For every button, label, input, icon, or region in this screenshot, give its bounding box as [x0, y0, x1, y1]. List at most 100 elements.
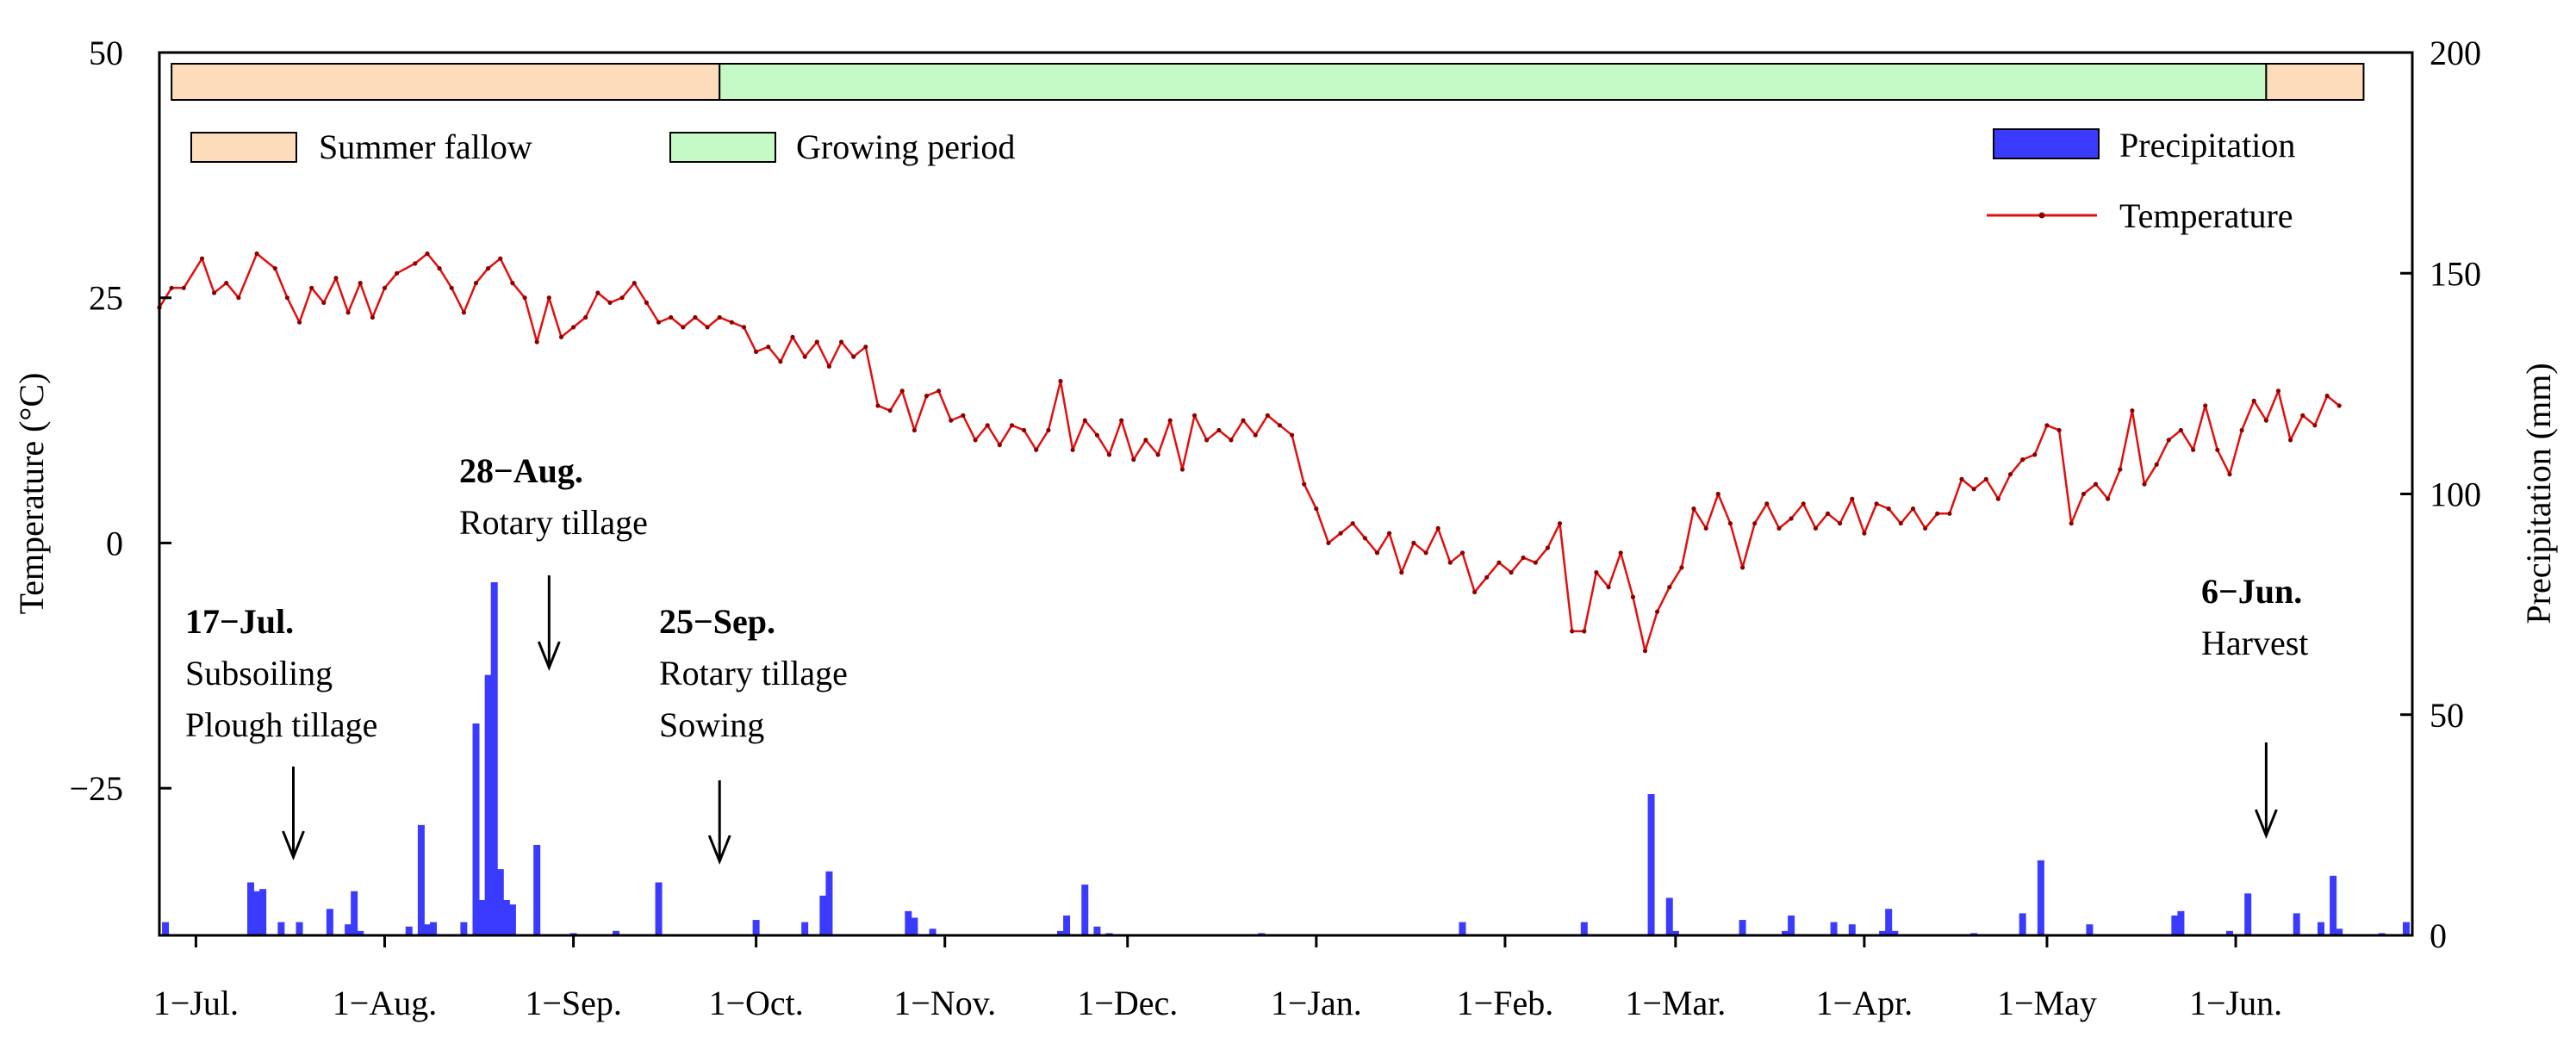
temperature-point-70: [1022, 427, 1027, 433]
temperature-point-2: [169, 285, 174, 290]
x-tick-label-11: 1−May: [1997, 984, 2097, 1022]
precipitation-bar-10: [357, 930, 364, 935]
precipitation-bar-32: [911, 917, 918, 935]
temperature-point-12: [309, 285, 314, 290]
annotation-arrow-head-4: [2254, 809, 2278, 840]
temperature-point-62: [924, 394, 930, 399]
temperature-point-106: [1459, 550, 1465, 556]
temperature-point-103: [1423, 550, 1428, 556]
temperature-point-49: [766, 345, 771, 350]
temperature-point-113: [1545, 545, 1550, 550]
temperature-point-54: [826, 363, 832, 369]
right-tick-label-3: 100: [2430, 475, 2481, 514]
right-axis-title: Precipitation (mm): [2519, 363, 2558, 624]
precipitation-bar-43: [1665, 897, 1673, 935]
temperature-point-68: [997, 443, 1002, 448]
temperature-point-76: [1094, 432, 1099, 438]
temperature-point-156: [2069, 521, 2074, 526]
temperature-point-34: [583, 314, 588, 320]
left-tick-label-3: 0: [106, 524, 123, 562]
temperature-point-17: [370, 314, 375, 320]
temperature-point-127: [1715, 491, 1720, 497]
temperature-point-61: [912, 427, 917, 433]
temperature-point-63: [936, 388, 942, 394]
temperature-point-158: [2093, 481, 2099, 487]
temperature-point-10: [284, 295, 289, 301]
temperature-point-176: [2312, 423, 2318, 428]
annotation-text-4-1: Harvest: [2201, 624, 2308, 662]
temperature-point-117: [1594, 570, 1599, 575]
precipitation-bar-42: [1647, 794, 1655, 935]
precipitation-bar-19: [490, 582, 498, 935]
annotation-arrow-head-2: [537, 641, 561, 672]
precipitation-bar-50: [1879, 930, 1887, 935]
temperature-point-136: [1825, 511, 1831, 516]
temperature-point-109: [1496, 560, 1502, 565]
annotation-date-4: 6−Jun.: [2201, 572, 2302, 611]
temperature-point-124: [1679, 565, 1684, 570]
temperature-point-150: [1995, 496, 2000, 501]
temperature-point-78: [1119, 418, 1124, 423]
temperature-point-154: [2044, 423, 2050, 428]
temperature-point-166: [2191, 447, 2196, 452]
temperature-point-88: [1241, 418, 1246, 423]
precipitation-bar-14: [430, 922, 438, 935]
temperature-point-101: [1399, 570, 1404, 575]
temperature-point-57: [863, 345, 868, 350]
temperature-point-130: [1752, 521, 1758, 526]
precipitation-bar-9: [351, 891, 358, 935]
temperature-point-143: [1910, 506, 1916, 512]
x-tick-label-8: 1−Feb.: [1457, 984, 1554, 1022]
precipitation-bar-6: [296, 922, 303, 935]
temperature-point-81: [1155, 452, 1160, 457]
precipitation-bar-17: [478, 900, 486, 935]
precipitation-bar-46: [1782, 930, 1789, 935]
temperature-point-164: [2166, 438, 2171, 443]
temperature-point-73: [1058, 378, 1063, 384]
precipitation-bar-63: [2330, 875, 2337, 935]
temperature-point-170: [2239, 427, 2244, 433]
temperature-point-115: [1570, 629, 1575, 634]
temperature-point-118: [1606, 585, 1611, 590]
temperature-point-122: [1655, 609, 1660, 614]
annotation-date-1: 17−Jul.: [185, 602, 294, 641]
temperature-point-27: [498, 256, 503, 261]
temperature-point-116: [1582, 629, 1587, 634]
temperature-point-174: [2288, 438, 2293, 443]
x-tick-label-3: 1−Sep.: [525, 984, 622, 1022]
temperature-point-55: [839, 339, 844, 345]
temperature-point-165: [2178, 427, 2183, 433]
temperature-point-46: [729, 320, 735, 325]
temperature-point-151: [2007, 472, 2013, 477]
precipitation-bar-33: [929, 928, 936, 935]
temperature-point-126: [1703, 525, 1708, 531]
precipitation-bar-23: [533, 844, 541, 935]
precipitation-bar-30: [825, 871, 833, 935]
temperature-point-4: [199, 256, 205, 261]
temperature-point-168: [2215, 447, 2220, 452]
temperature-point-172: [2263, 418, 2268, 423]
temperature-point-141: [1886, 506, 1891, 512]
temperature-point-167: [2203, 403, 2208, 408]
temperature-point-95: [1326, 540, 1331, 546]
right-tick-label-4: 50: [2430, 696, 2464, 735]
temperature-point-40: [656, 320, 662, 325]
precipitation-bars: [162, 582, 2410, 935]
legend-swatch-growing-period: [669, 132, 776, 163]
temperature-point-8: [254, 251, 259, 257]
precipitation-bar-34: [1057, 930, 1064, 935]
x-tick-label-10: 1−Apr.: [1816, 984, 1913, 1022]
temperature-point-162: [2142, 481, 2147, 487]
left-tick-label-4: −25: [69, 769, 123, 808]
annotation-date-2: 28−Aug.: [459, 451, 583, 490]
temperature-point-56: [851, 354, 856, 359]
temperature-point-50: [778, 359, 783, 364]
temperature-point-137: [1838, 521, 1843, 526]
temperature-point-3: [181, 285, 186, 290]
x-tick-label-12: 1−Jun.: [2189, 984, 2282, 1022]
x-tick-label-2: 1−Aug.: [333, 984, 437, 1022]
temperature-point-45: [717, 314, 722, 320]
annotation-text-2-1: Rotary tillage: [459, 503, 648, 542]
legend: Summer fallow Growing period Precipitati…: [190, 126, 2295, 235]
